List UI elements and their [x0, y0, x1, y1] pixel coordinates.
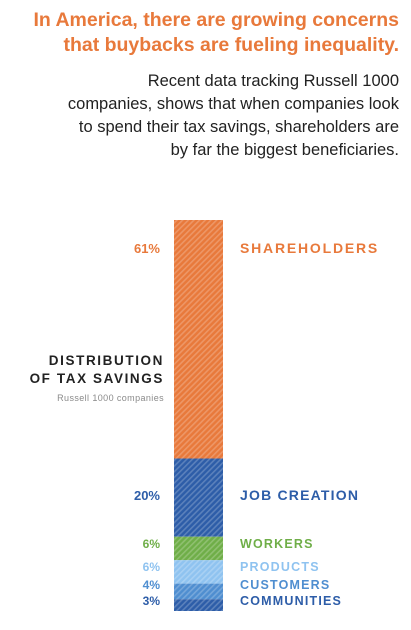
category-label-job-creation: JOB CREATION — [240, 487, 359, 503]
category-label-communities: COMMUNITIES — [240, 594, 342, 608]
value-label-job-creation: 20% — [134, 488, 160, 503]
headline: In America, there are growing concerns t… — [9, 8, 399, 58]
chart-title-line: DISTRIBUTION — [48, 353, 164, 368]
category-label-customers: CUSTOMERS — [240, 578, 330, 592]
value-label-communities: 3% — [143, 594, 161, 608]
value-label-customers: 4% — [143, 578, 161, 592]
bar-segment-hatch-workers — [174, 536, 223, 561]
bar-segments — [174, 220, 223, 611]
intro-line: by far the biggest beneficiaries. — [170, 141, 399, 159]
value-label-workers: 6% — [143, 537, 161, 551]
intro-line: Recent data tracking Russell 1000 — [147, 72, 399, 90]
bar-segment-hatch-products — [174, 560, 223, 584]
value-label-shareholders: 61% — [134, 241, 160, 256]
intro-paragraph: Recent data tracking Russell 1000 compan… — [4, 70, 399, 162]
category-label-workers: WORKERS — [240, 537, 314, 551]
intro-line: companies, shows that when companies loo… — [67, 95, 399, 113]
category-label-shareholders: SHAREHOLDERS — [240, 240, 379, 256]
value-label-products: 6% — [143, 560, 161, 574]
chart-title: DISTRIBUTION OF TAX SAVINGS — [30, 352, 164, 388]
headline-line: that buybacks are fueling inequality. — [63, 34, 399, 56]
headline-line: In America, there are growing concerns — [33, 9, 399, 31]
intro-line: to spend their tax savings, shareholders… — [78, 118, 399, 136]
bar-labels: 61% SHAREHOLDERS 20% JOB CREATION 6% WORKERS 6… — [134, 240, 379, 608]
chart-title-line: OF TAX SAVINGS — [29, 371, 164, 386]
category-label-products: PRODUCTS — [240, 560, 320, 574]
bar-segment-hatch-communities — [174, 599, 223, 611]
bar-segment-hatch-customers — [174, 583, 223, 600]
bar-segment-hatch-job-creation — [174, 458, 223, 537]
bar-segment-hatch-shareholders — [174, 220, 223, 459]
chart-subtitle: Russell 1000 companies — [57, 393, 164, 403]
